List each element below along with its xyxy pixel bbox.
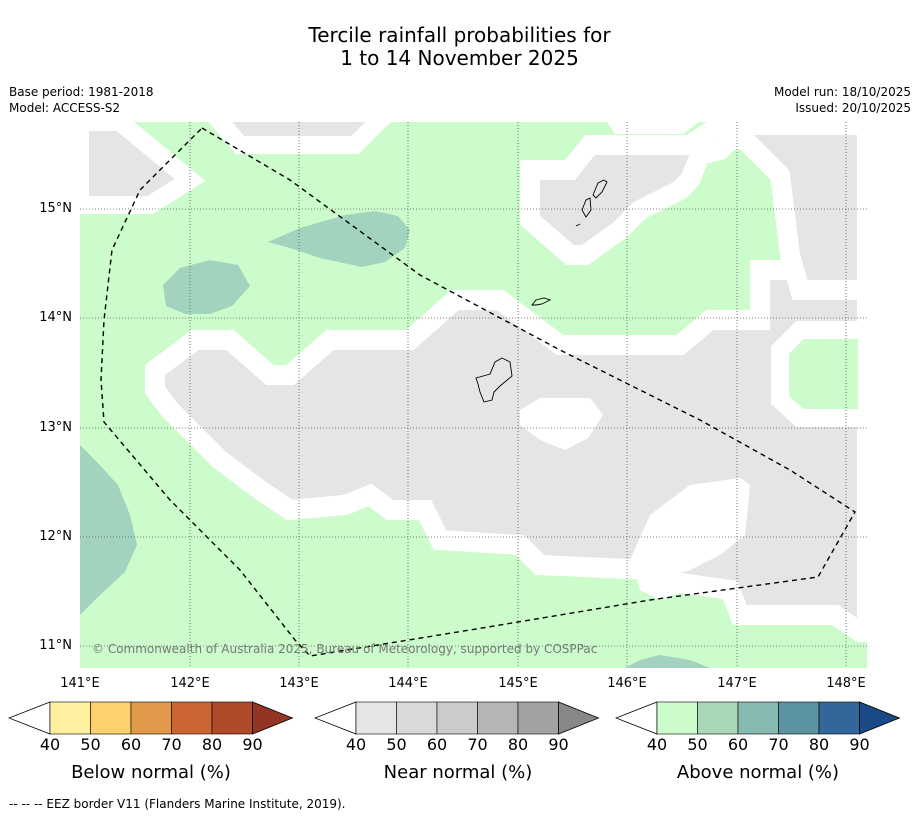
colorbar-tick-label: 90	[548, 735, 569, 754]
colorbar-tick-label: 40	[646, 735, 668, 754]
rota-island	[531, 297, 552, 306]
colorbar-tick-label: 70	[467, 735, 488, 754]
near-normal-region-upper-right	[520, 122, 867, 300]
colorbar-segment	[130, 701, 172, 735]
issued-label: Issued: 20/10/2025	[795, 101, 911, 115]
equal-chances-region-center	[520, 398, 603, 450]
colorbar-tick-label: 70	[768, 735, 789, 754]
colorbar-tick-label: 50	[687, 735, 708, 754]
lat-label-11n: 11°N	[39, 638, 72, 653]
colorbar-tick-label: 60	[426, 735, 448, 754]
gridlines	[80, 122, 867, 668]
colorbar-segment	[477, 701, 519, 735]
lon-label-143e: 143°E	[279, 676, 319, 691]
map-title-line2: 1 to 14 November 2025	[340, 46, 579, 70]
colorbar-tick-label: 80	[808, 735, 830, 754]
lon-label-144e: 144°E	[388, 676, 428, 691]
colorbar-tick-label: 50	[80, 735, 101, 754]
lon-label-147e: 147°E	[717, 676, 757, 691]
near-normal-label: Near normal (%)	[383, 762, 533, 783]
above-normal-label: Above normal (%)	[676, 762, 840, 783]
colorbar-segment	[737, 701, 779, 735]
colorbar-low-extension	[314, 701, 357, 735]
map-title-line1: Tercile rainfall probabilities for	[308, 23, 611, 47]
colorbar-tick-label: 80	[201, 735, 223, 754]
lon-label-146e: 146°E	[607, 676, 647, 691]
model-run-label: Model run: 18/10/2025	[773, 85, 911, 99]
aguijan-island	[575, 223, 581, 227]
colorbar-tick-label: 90	[242, 735, 263, 754]
colorbar-tick-label: 90	[849, 735, 870, 754]
near-normal-region-top-strip	[208, 122, 391, 154]
near-normal-region-top-right-strip	[607, 122, 699, 134]
above-normal-colorbar	[615, 701, 901, 735]
colorbar-high-extension	[252, 701, 294, 735]
above-normal-50-patch-d	[625, 655, 710, 668]
guam-island	[475, 357, 513, 403]
colorbar-segment	[171, 701, 213, 735]
colorbar-tick-label: 40	[345, 735, 367, 754]
near-normal-region-top-left	[80, 122, 206, 214]
colorbar-tick-label: 80	[507, 735, 529, 754]
lat-label-13n: 13°N	[39, 420, 72, 435]
colorbar-segment	[517, 701, 559, 735]
colorbar-high-extension	[859, 701, 901, 735]
lat-label-12n: 12°N	[39, 529, 72, 544]
colorbar-segment	[778, 701, 820, 735]
below-normal-label: Below normal (%)	[71, 762, 231, 783]
colorbar-segment	[436, 701, 478, 735]
map-plot-area: © Commonwealth of Australia 2025, Bureau…	[80, 122, 867, 668]
colorbar-segment	[818, 701, 860, 735]
lon-label-142e: 142°E	[170, 676, 210, 691]
tinian-island	[581, 197, 592, 218]
colorbar-segment	[697, 701, 739, 735]
base-period-label: Base period: 1981-2018	[9, 85, 154, 99]
near-normal-colorbar	[314, 701, 600, 735]
equal-chances-region-lower	[630, 478, 750, 600]
above-normal-50-patch-a	[268, 211, 410, 267]
colorbar-segment	[396, 701, 438, 735]
colorbar-tick-label: 50	[386, 735, 407, 754]
colorbar-segment	[355, 701, 397, 735]
colorbar-segment	[656, 701, 698, 735]
lat-label-14n: 14°N	[39, 310, 72, 325]
colorbar-low-extension	[8, 701, 51, 735]
colorbar-tick-label: 70	[161, 735, 182, 754]
eez-footer-note: -- -- -- EEZ border V11 (Flanders Marine…	[9, 797, 346, 811]
saipan-island	[592, 179, 608, 199]
colorbar-tick-label: 60	[120, 735, 142, 754]
below-normal-colorbar	[8, 701, 294, 735]
above-normal-50-patch-c	[80, 445, 137, 615]
lon-label-148e: 148°E	[826, 676, 866, 691]
copyright-notice: © Commonwealth of Australia 2025, Bureau…	[92, 642, 597, 656]
above-normal-50-patch-b	[163, 260, 250, 314]
colorbar-high-extension	[558, 701, 600, 735]
model-label: Model: ACCESS-S2	[9, 101, 121, 115]
colorbar-tick-label: 60	[727, 735, 749, 754]
colorbar-segment	[90, 701, 132, 735]
colorbar-segment	[49, 701, 91, 735]
above-normal-pocket-right	[771, 321, 867, 427]
lat-label-15n: 15°N	[39, 201, 72, 216]
colorbar-tick-label: 40	[39, 735, 61, 754]
lon-label-141e: 141°E	[60, 676, 100, 691]
colorbar-segment	[211, 701, 253, 735]
lon-label-145e: 145°E	[498, 676, 538, 691]
colorbar-low-extension	[615, 701, 658, 735]
